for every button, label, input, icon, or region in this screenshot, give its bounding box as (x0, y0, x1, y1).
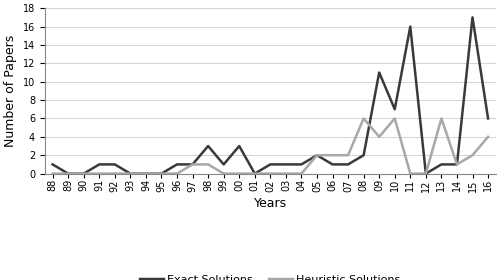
Exact Solutions (485, 117, 491, 120)
Heuristic Solutions (65, 172, 71, 175)
Exact Solutions (470, 16, 476, 19)
Heuristic Solutions (345, 153, 351, 157)
Exact Solutions (236, 144, 242, 148)
Heuristic Solutions (470, 153, 476, 157)
X-axis label: Years: Years (254, 197, 287, 210)
Heuristic Solutions (283, 172, 289, 175)
Exact Solutions (50, 163, 56, 166)
Heuristic Solutions (330, 153, 336, 157)
Exact Solutions (438, 163, 444, 166)
Y-axis label: Number of Papers: Number of Papers (4, 35, 17, 147)
Exact Solutions (65, 172, 71, 175)
Heuristic Solutions (96, 172, 102, 175)
Exact Solutions (128, 172, 134, 175)
Legend: Exact Solutions, Heuristic Solutions: Exact Solutions, Heuristic Solutions (136, 270, 405, 280)
Heuristic Solutions (50, 172, 56, 175)
Heuristic Solutions (236, 172, 242, 175)
Heuristic Solutions (174, 172, 180, 175)
Exact Solutions (268, 163, 274, 166)
Exact Solutions (330, 163, 336, 166)
Exact Solutions (174, 163, 180, 166)
Exact Solutions (80, 172, 86, 175)
Exact Solutions (298, 163, 304, 166)
Heuristic Solutions (376, 135, 382, 139)
Exact Solutions (158, 172, 164, 175)
Heuristic Solutions (438, 117, 444, 120)
Exact Solutions (205, 144, 211, 148)
Exact Solutions (112, 163, 118, 166)
Heuristic Solutions (128, 172, 134, 175)
Heuristic Solutions (408, 172, 414, 175)
Heuristic Solutions (158, 172, 164, 175)
Line: Exact Solutions: Exact Solutions (52, 17, 488, 174)
Line: Heuristic Solutions: Heuristic Solutions (52, 118, 488, 174)
Heuristic Solutions (423, 172, 429, 175)
Heuristic Solutions (220, 172, 226, 175)
Heuristic Solutions (143, 172, 149, 175)
Exact Solutions (360, 153, 366, 157)
Heuristic Solutions (298, 172, 304, 175)
Exact Solutions (96, 163, 102, 166)
Exact Solutions (283, 163, 289, 166)
Exact Solutions (408, 25, 414, 28)
Exact Solutions (392, 108, 398, 111)
Heuristic Solutions (190, 163, 196, 166)
Exact Solutions (252, 172, 258, 175)
Heuristic Solutions (112, 172, 118, 175)
Heuristic Solutions (252, 172, 258, 175)
Exact Solutions (423, 172, 429, 175)
Heuristic Solutions (454, 163, 460, 166)
Exact Solutions (376, 71, 382, 74)
Exact Solutions (345, 163, 351, 166)
Exact Solutions (143, 172, 149, 175)
Heuristic Solutions (80, 172, 86, 175)
Exact Solutions (220, 163, 226, 166)
Heuristic Solutions (268, 172, 274, 175)
Exact Solutions (314, 153, 320, 157)
Exact Solutions (454, 163, 460, 166)
Heuristic Solutions (485, 135, 491, 139)
Exact Solutions (190, 163, 196, 166)
Heuristic Solutions (314, 153, 320, 157)
Heuristic Solutions (360, 117, 366, 120)
Heuristic Solutions (392, 117, 398, 120)
Heuristic Solutions (205, 163, 211, 166)
